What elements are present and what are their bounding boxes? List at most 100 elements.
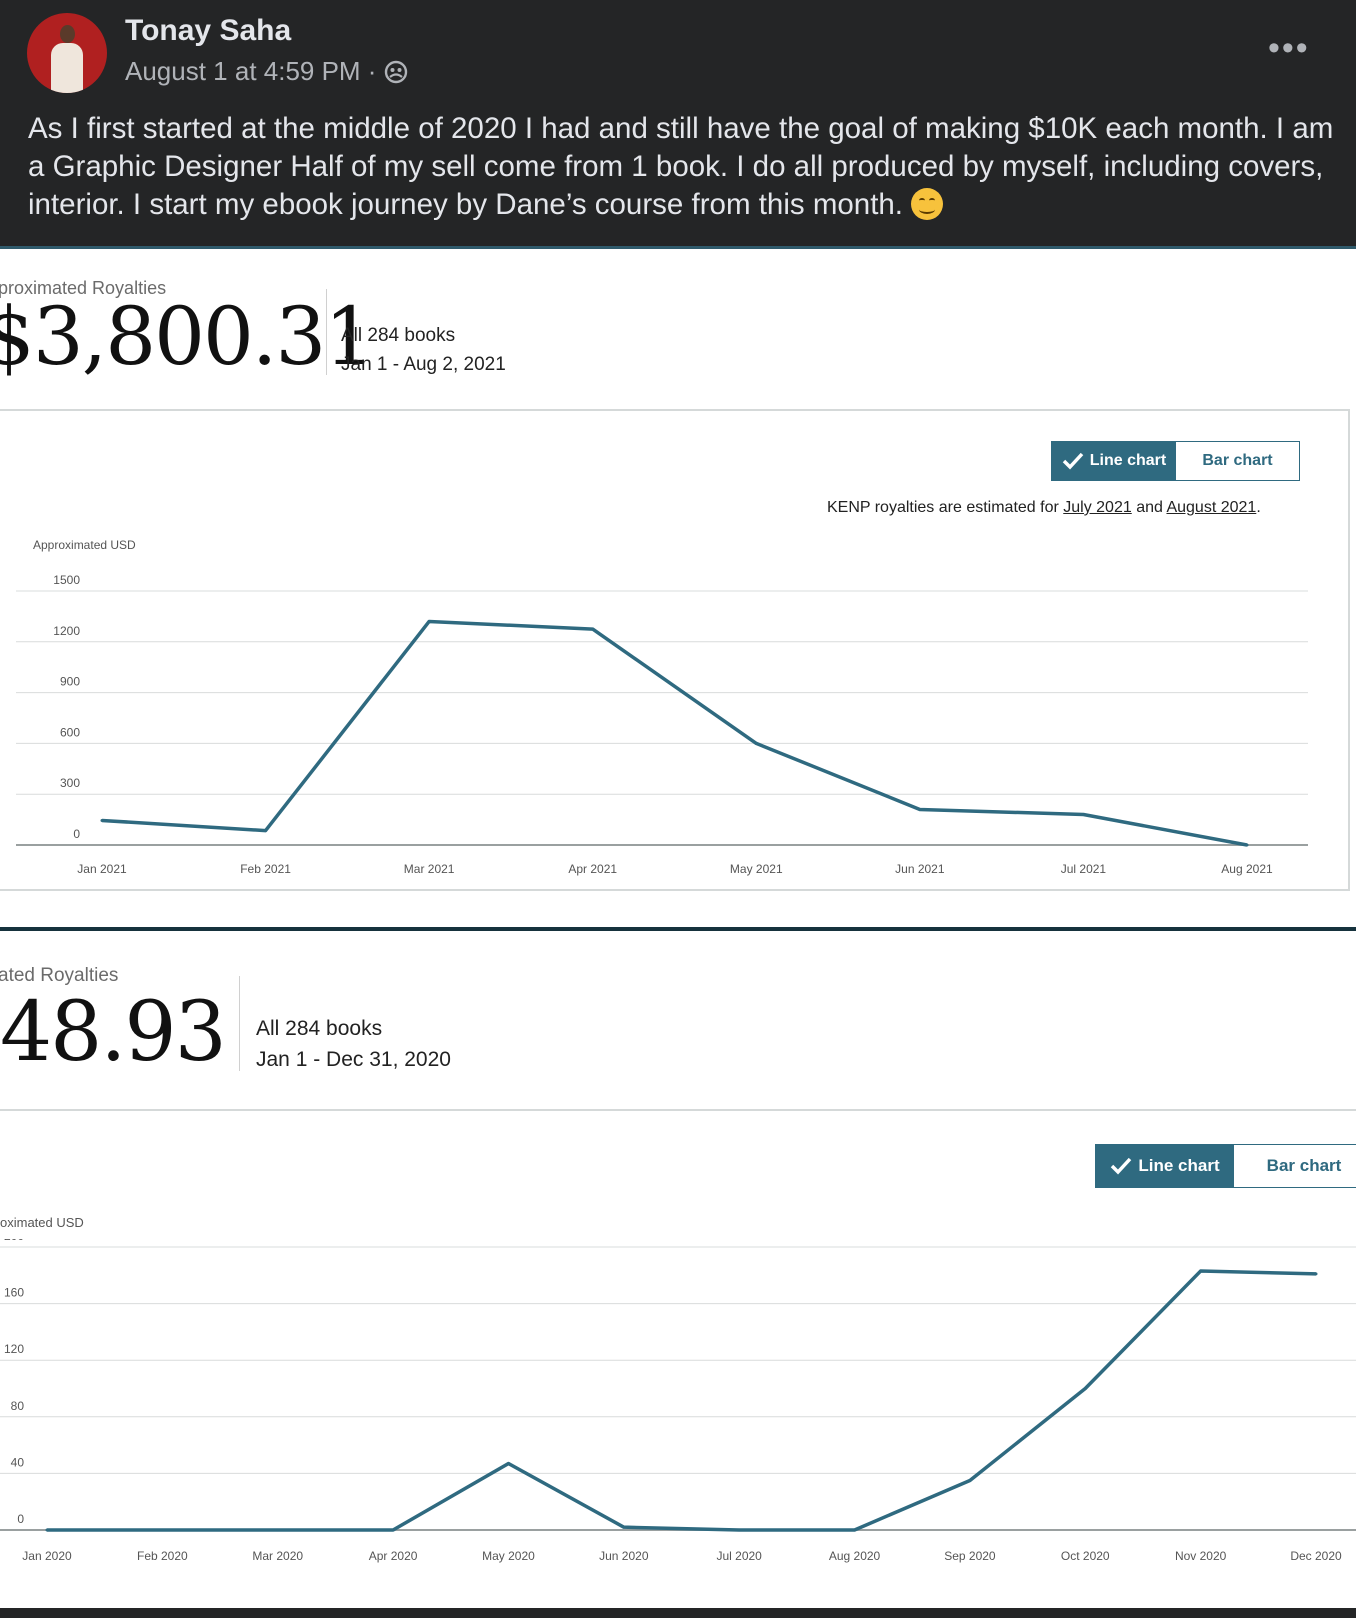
line-chart-label: Line chart <box>1138 1156 1220 1175</box>
avatar[interactable] <box>27 13 107 93</box>
report-panel-2021: proximated Royalties $3,800.31 All 284 b… <box>0 249 1356 927</box>
kenp-and: and <box>1131 499 1167 516</box>
more-horizontal-icon[interactable]: ••• <box>1268 29 1310 67</box>
data-point <box>853 1528 857 1532</box>
y-tick-label: 300 <box>60 776 80 790</box>
y-tick-label: 1200 <box>53 624 80 638</box>
chart-card: Line chart Bar chart KENP royalties are … <box>0 409 1350 891</box>
data-point <box>968 1478 972 1482</box>
bar-chart-button[interactable]: Bar chart <box>1176 442 1299 480</box>
x-tick-label: May 2020 <box>482 1549 535 1563</box>
date-range: Jan 1 - Aug 2, 2021 <box>341 354 506 375</box>
data-point <box>1081 813 1085 817</box>
data-point <box>100 818 104 822</box>
x-tick-label: Aug 2021 <box>1221 862 1273 876</box>
bar-chart-button[interactable]: Bar chart <box>1234 1145 1356 1187</box>
x-tick-label: Jun 2021 <box>895 862 945 876</box>
x-tick-label: Jul 2021 <box>1061 862 1107 876</box>
data-point <box>391 1528 395 1532</box>
y-tick-label: 900 <box>60 675 80 689</box>
post-text: As I first started at the middle of 2020… <box>28 110 1338 224</box>
books-scope: All 284 books <box>341 325 456 346</box>
x-tick-label: Sep 2020 <box>944 1549 996 1563</box>
x-tick-label: Apr 2021 <box>568 862 617 876</box>
data-point <box>1245 843 1249 847</box>
kenp-prefix: KENP royalties are estimated for <box>827 499 1064 516</box>
data-point <box>1314 1272 1318 1276</box>
books-scope: All 284 books <box>256 1017 383 1040</box>
x-tick-label: May 2021 <box>730 862 783 876</box>
y-tick-label: 120 <box>4 1342 24 1356</box>
line-chart-2020: 0 40 80 120 160 200 Jan 2020 Feb 2020 Mar 2020 Ap… <box>0 1239 1356 1563</box>
x-tick-label: Jan 2021 <box>77 862 127 876</box>
check-icon <box>1062 452 1084 470</box>
y-axis-title: Approximated USD <box>33 538 136 552</box>
data-point <box>918 807 922 811</box>
x-tick-label: Feb 2021 <box>240 862 291 876</box>
series-line <box>101 619 1248 847</box>
data-point <box>1199 1269 1203 1273</box>
royalties-amount: $3,800.31 <box>0 290 375 383</box>
friends-globe-icon <box>385 60 408 83</box>
data-point <box>276 1528 280 1532</box>
data-point <box>591 627 595 631</box>
line-chart-button[interactable]: Line chart <box>1096 1145 1234 1187</box>
x-tick-label: Jan 2020 <box>22 1549 72 1563</box>
post-body: As I first started at the middle of 2020… <box>28 112 1334 221</box>
data-point <box>264 829 268 833</box>
kenp-note: KENP royalties are estimated for July 20… <box>827 499 1261 517</box>
y-tick-label: 160 <box>4 1286 24 1300</box>
royalties-label: proximated Royalties <box>0 278 167 298</box>
summary-rule <box>0 1109 1356 1111</box>
post-meta: August 1 at 4:59 PM · <box>125 56 408 87</box>
x-tick-label: Jun 2020 <box>599 1549 649 1563</box>
y-tick-label: 200 <box>4 1239 24 1243</box>
data-point <box>506 1461 510 1465</box>
line-chart-button[interactable]: Line chart <box>1052 442 1176 480</box>
post-header: Tonay Saha August 1 at 4:59 PM · ••• As … <box>0 0 1356 248</box>
check-icon <box>1111 1157 1132 1175</box>
y-tick-label: 600 <box>60 725 80 739</box>
x-tick-label: Oct 2020 <box>1061 1549 1110 1563</box>
x-tick-label: Feb 2020 <box>137 1549 188 1563</box>
series-line <box>47 1269 1317 1532</box>
y-tick-label: 40 <box>11 1455 25 1469</box>
royalties-label: ated Royalties <box>0 965 119 986</box>
x-tick-label: Aug 2020 <box>829 1549 881 1563</box>
y-tick-label: 0 <box>73 827 80 841</box>
data-point <box>754 741 758 745</box>
x-tick-label: Dec 2020 <box>1290 1549 1342 1563</box>
chart-type-toggle: Line chart Bar chart <box>1051 441 1300 481</box>
report-panel-2020: ated Royalties 48.93 All 284 books Jan 1… <box>0 931 1356 1608</box>
summary-divider <box>326 289 327 375</box>
data-point <box>45 1528 49 1532</box>
y-axis-title: oximated USD <box>0 1215 84 1230</box>
data-point <box>1083 1387 1087 1390</box>
author-name[interactable]: Tonay Saha <box>125 14 292 47</box>
post-timestamp[interactable]: August 1 at 4:59 PM · <box>125 56 377 86</box>
data-point <box>737 1528 741 1532</box>
kenp-link-august[interactable]: August 2021 <box>1166 499 1257 516</box>
line-chart-2021: 0 300 600 900 1200 1500 Jan 2021 Feb 2021 Mar 20… <box>16 573 1308 876</box>
x-tick-label: Nov 2020 <box>1175 1549 1227 1563</box>
smiling-face-emoji <box>911 188 944 220</box>
line-chart-label: Line chart <box>1089 452 1167 469</box>
data-point <box>160 1528 164 1532</box>
bottom-band <box>0 1608 1356 1618</box>
y-tick-label: 1500 <box>53 573 80 587</box>
divider <box>0 246 1356 249</box>
kenp-suffix: . <box>1256 499 1261 516</box>
section-divider <box>0 927 1356 931</box>
data-point <box>427 619 431 623</box>
date-range: Jan 1 - Dec 31, 2020 <box>256 1048 451 1071</box>
x-tick-label: Apr 2020 <box>369 1549 418 1563</box>
royalties-amount: 48.93 <box>0 985 227 1080</box>
x-tick-label: Mar 2021 <box>404 862 455 876</box>
x-tick-label: Jul 2020 <box>716 1549 762 1563</box>
y-tick-label: 0 <box>17 1512 24 1526</box>
kenp-link-july[interactable]: July 2021 <box>1063 499 1132 516</box>
y-tick-label: 80 <box>11 1399 25 1413</box>
x-tick-label: Mar 2020 <box>252 1549 303 1563</box>
summary-divider <box>239 976 240 1071</box>
chart-type-toggle: Line chart Bar chart <box>1095 1144 1356 1188</box>
